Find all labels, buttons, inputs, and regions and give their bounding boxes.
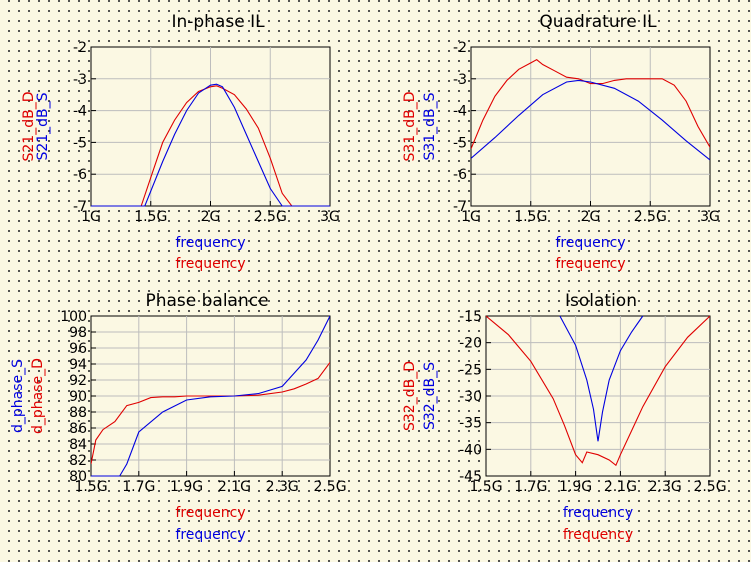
y-tick-label: -5 xyxy=(453,135,467,151)
series-line-s21-db-d xyxy=(91,85,330,207)
chart-title: Phase balance xyxy=(145,291,268,311)
x-tick-label: 2.1G xyxy=(218,479,251,495)
y-tick-label: 98 xyxy=(69,325,87,341)
x-axis-label: frequency xyxy=(555,256,625,272)
x-axis-label: frequency xyxy=(563,505,633,521)
x-tick-label: 1.5G xyxy=(514,209,547,225)
y-tick-label: -30 xyxy=(459,389,482,405)
x-tick-label: 2.5G xyxy=(693,479,726,495)
x-axis-label: frequency xyxy=(563,527,633,543)
chart-title: Isolation xyxy=(565,291,637,311)
grid xyxy=(486,316,710,476)
series-line-s21-db-s xyxy=(91,83,330,207)
y-tick-label: -6 xyxy=(453,167,467,183)
y-tick-label: -2 xyxy=(73,40,87,56)
x-tick-label: 1.9G xyxy=(559,479,592,495)
chart-inphase: In-phase IL 1G 1.5G 2G 2.5G 3G -2 -3 -4 -5 -6 -7 S21… xyxy=(21,12,340,272)
y-tick-label: -45 xyxy=(459,469,482,485)
y-tick-label: -7 xyxy=(73,199,87,215)
x-tick-label: 2.5G xyxy=(313,479,346,495)
y-tick-label: 80 xyxy=(69,469,87,485)
y-axis-label: S32_dB_D xyxy=(402,361,418,431)
x-tick-label: 1.5G xyxy=(469,479,502,495)
y-tick-label: -25 xyxy=(459,362,482,378)
series-line-s31-db-s xyxy=(471,79,710,161)
chart-title: Quadrature IL xyxy=(539,12,657,32)
y-axis-label: S32_dB_S xyxy=(422,362,438,430)
x-tick-label: 2G xyxy=(201,209,221,225)
x-tick-label: 3G xyxy=(700,209,720,225)
y-tick-label: -3 xyxy=(453,72,467,88)
x-axis-label: frequency xyxy=(175,256,245,272)
x-tick-label: 1.7G xyxy=(514,479,547,495)
x-tick-label: 1.9G xyxy=(170,479,203,495)
y-tick-label: -3 xyxy=(73,72,87,88)
x-tick-label: 2.5G xyxy=(254,209,287,225)
chart-title: In-phase IL xyxy=(171,12,265,32)
y-tick-label: -6 xyxy=(73,167,87,183)
y-tick-label: 84 xyxy=(69,437,87,453)
y-tick-label: -15 xyxy=(459,309,482,325)
grid xyxy=(471,47,710,206)
y-tick-label: -5 xyxy=(73,135,87,151)
y-axis-label: S31_dB_D xyxy=(402,92,418,162)
x-tick-label: 2.1G xyxy=(604,479,637,495)
series-line-s32-db-d xyxy=(486,315,710,467)
y-tick-label: -40 xyxy=(459,442,482,458)
series-line-d-phase-d xyxy=(91,362,330,465)
x-tick-label: 2.5G xyxy=(634,209,667,225)
x-tick-label: 3G xyxy=(320,209,340,225)
y-tick-label: 82 xyxy=(69,453,87,469)
x-tick-label: 1G xyxy=(461,209,481,225)
y-tick-label: 90 xyxy=(69,389,87,405)
y-tick-label: 94 xyxy=(69,357,87,373)
y-axis-label: d_phase_D xyxy=(30,358,46,434)
series-line-s32-db-s xyxy=(559,315,644,442)
x-axis-label: frequency xyxy=(175,527,245,543)
x-tick-label: 2.3G xyxy=(266,479,299,495)
y-tick-label: -4 xyxy=(73,104,87,120)
y-tick-label: -20 xyxy=(459,336,482,352)
y-axis-label: S31_dB_S xyxy=(422,92,438,160)
y-tick-label: -2 xyxy=(453,40,467,56)
x-tick-label: 1.5G xyxy=(134,209,167,225)
y-axis-label: S21_dB_S xyxy=(35,92,51,160)
x-tick-label: 1.5G xyxy=(74,479,107,495)
y-tick-label: 100 xyxy=(60,309,87,325)
grid xyxy=(91,47,330,206)
y-tick-label: 86 xyxy=(69,421,87,437)
x-axis-label: frequency xyxy=(175,235,245,251)
y-axis-label: S21_dB_D xyxy=(21,92,37,162)
series-line-d-phase-s xyxy=(91,315,330,477)
chart-quadrature: Quadrature IL 1G 1.5G 2G 2.5G 3G -2 -3 -4 -5 -6 -7 S… xyxy=(402,12,720,272)
y-tick-label: -7 xyxy=(453,199,467,215)
x-axis-label: frequency xyxy=(175,505,245,521)
y-tick-label: -35 xyxy=(459,416,482,432)
x-tick-label: 1.7G xyxy=(122,479,155,495)
x-tick-label: 2.3G xyxy=(649,479,682,495)
y-tick-label: 92 xyxy=(69,373,87,389)
chart-isolation: Isolation 1.5G 1.7G 1.9G 2.1G 2.3G 2.5G -15 -20 -… xyxy=(402,291,727,543)
y-tick-label: 96 xyxy=(69,341,87,357)
y-tick-label: -4 xyxy=(453,104,467,120)
x-tick-label: 1G xyxy=(81,209,101,225)
y-axis-label: d_phase_S xyxy=(10,359,26,433)
x-tick-label: 2G xyxy=(581,209,601,225)
x-axis-label: frequency xyxy=(555,235,625,251)
chart-phase: Phase balance 1.5G 1.7G 1.9G 2.1G 2.3G 2.5G 100… xyxy=(10,291,347,543)
y-tick-label: 88 xyxy=(69,405,87,421)
